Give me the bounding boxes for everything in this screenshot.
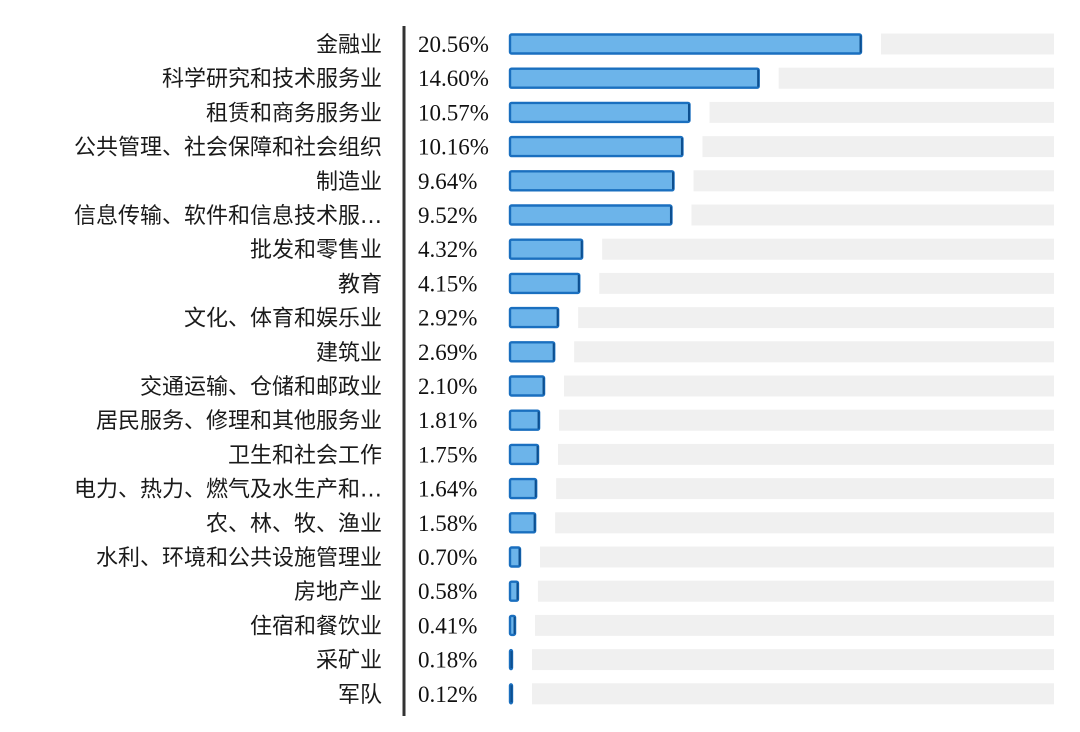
bar-track [881,33,1054,55]
bar [508,204,673,226]
category-label: 电力、热力、燃气及水生产和… [74,478,382,503]
category-label: 农、林、牧、渔业 [206,512,382,537]
value-label: 2.92% [418,306,477,331]
category-label: 房地产业 [294,580,382,605]
category-label: 水利、环境和公共设施管理业 [96,546,382,571]
bar [508,135,684,158]
value-label: 0.58% [418,579,477,604]
bar [508,512,537,534]
bar-track [693,170,1054,192]
bar-track [599,272,1054,294]
bar-track [559,409,1054,431]
value-label: 4.15% [418,271,477,296]
bar-track [709,101,1054,123]
bar-track [574,341,1054,363]
bar-track [778,67,1054,89]
value-label: 2.10% [418,374,477,399]
bar-track [532,649,1054,671]
value-label: 2.69% [418,340,477,365]
value-label: 1.58% [418,511,477,536]
category-label: 采矿业 [316,649,382,674]
bar [508,443,540,466]
category-label: 租赁和商务服务业 [206,101,382,126]
category-label: 居民服务、修理和其他服务业 [96,409,382,434]
value-label: 0.12% [418,682,477,707]
value-label: 1.81% [418,408,477,433]
bar [508,546,522,568]
category-label: 军队 [338,683,382,708]
bar-track [535,614,1054,636]
bar [508,272,581,295]
bar-track [537,580,1054,602]
bar [508,341,556,363]
category-label: 教育 [338,272,382,297]
value-label: 9.64% [418,169,477,194]
bar-track [556,478,1054,500]
bar [508,238,584,260]
value-label: 0.18% [418,648,477,673]
category-label: 住宿和餐饮业 [250,614,382,639]
bar-track [702,136,1054,158]
value-label: 1.64% [418,477,477,502]
category-label: 科学研究和技术服务业 [162,67,382,92]
category-label: 公共管理、社会保障和社会组织 [74,136,382,161]
bar-track [532,683,1054,705]
bar [508,375,546,397]
category-label: 信息传输、软件和信息技术服… [74,204,382,229]
category-label: 金融业 [316,33,382,58]
bar-track [558,443,1054,465]
category-label: 批发和零售业 [250,238,382,263]
value-label: 0.41% [418,613,477,638]
value-label: 9.52% [418,203,477,228]
bar [508,306,560,329]
value-label: 10.57% [418,100,489,125]
bar-track [691,204,1054,226]
value-label: 4.32% [418,237,477,262]
value-label: 0.70% [418,545,477,570]
category-label: 卫生和社会工作 [228,443,382,468]
bar [508,33,863,55]
bar [508,409,541,431]
bar [508,101,691,124]
bar [508,170,675,192]
value-label: 14.60% [418,66,489,91]
category-label: 建筑业 [316,341,382,366]
bar-track [578,307,1054,329]
category-label: 文化、体育和娱乐业 [184,307,382,332]
bar [508,67,760,89]
value-label: 10.16% [418,135,489,160]
category-label: 交通运输、仓储和邮政业 [140,375,382,400]
bar-track [564,375,1054,397]
bar-track [555,512,1054,534]
bar-track [602,238,1054,260]
bar [508,477,538,500]
bar-track [540,546,1054,568]
value-label: 1.75% [418,442,477,467]
value-label: 20.56% [418,32,489,57]
category-label: 制造业 [316,170,382,195]
